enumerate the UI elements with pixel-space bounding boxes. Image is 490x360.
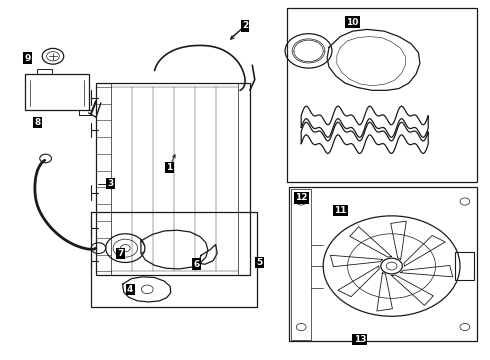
- Text: 8: 8: [34, 118, 41, 127]
- Text: 7: 7: [117, 249, 123, 258]
- Circle shape: [296, 198, 306, 205]
- Text: 11: 11: [334, 206, 346, 215]
- Text: 2: 2: [242, 21, 248, 30]
- Bar: [25, 74, 89, 110]
- Bar: [289, 187, 477, 341]
- Text: 13: 13: [354, 335, 366, 344]
- Bar: [79, 110, 91, 116]
- Text: 3: 3: [107, 179, 114, 188]
- Bar: [96, 83, 250, 275]
- Bar: [91, 212, 257, 307]
- Text: 5: 5: [257, 258, 263, 267]
- Circle shape: [296, 323, 306, 330]
- Text: 6: 6: [193, 260, 199, 269]
- Text: 12: 12: [295, 193, 307, 202]
- Text: 4: 4: [127, 285, 133, 294]
- Bar: [292, 189, 311, 339]
- Bar: [37, 69, 52, 74]
- Circle shape: [460, 198, 470, 205]
- Text: 1: 1: [166, 163, 172, 172]
- Text: 9: 9: [24, 54, 31, 63]
- Bar: [287, 8, 477, 182]
- Bar: [455, 252, 474, 280]
- Circle shape: [460, 323, 470, 330]
- Text: 10: 10: [346, 18, 359, 27]
